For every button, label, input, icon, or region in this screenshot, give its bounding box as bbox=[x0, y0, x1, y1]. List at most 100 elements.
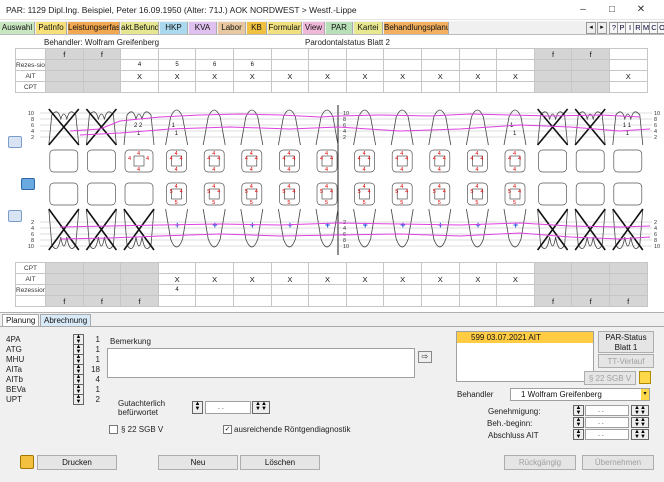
grid-cell[interactable]: X bbox=[157, 70, 197, 82]
grid-cell[interactable] bbox=[82, 262, 122, 274]
grid-cell[interactable] bbox=[458, 81, 498, 93]
counter-value[interactable]: 4 bbox=[95, 375, 100, 384]
tab-planung[interactable]: Planung bbox=[2, 314, 40, 326]
genehmigung-spinner[interactable]: ▲ ▼ bbox=[573, 405, 584, 416]
grid-cell[interactable] bbox=[270, 81, 310, 93]
grid-cell[interactable] bbox=[571, 262, 610, 274]
grid-cell[interactable]: X bbox=[120, 70, 159, 82]
grid-cell[interactable] bbox=[120, 273, 159, 285]
grid-cell[interactable] bbox=[420, 295, 460, 307]
grid-cell[interactable]: X bbox=[345, 70, 385, 82]
grid-cell[interactable]: X bbox=[420, 70, 460, 82]
grid-cell[interactable] bbox=[608, 48, 648, 60]
grid-cell[interactable] bbox=[195, 48, 234, 60]
grid-cell[interactable]: X bbox=[608, 70, 648, 82]
grid-cell[interactable] bbox=[82, 70, 122, 82]
grid-cell[interactable] bbox=[120, 284, 159, 296]
abschluss-date-input[interactable]: . . bbox=[585, 429, 629, 440]
grid-cell[interactable] bbox=[45, 262, 84, 274]
grid-cell[interactable] bbox=[82, 59, 122, 71]
counter-value[interactable]: 1 bbox=[95, 355, 100, 364]
grid-cell[interactable] bbox=[270, 284, 310, 296]
abschluss-spinner[interactable]: ▲ ▼ bbox=[573, 429, 584, 440]
grid-cell[interactable] bbox=[195, 81, 234, 93]
grid-cell[interactable] bbox=[533, 262, 573, 274]
gutachterlich-date-input[interactable]: . . bbox=[205, 401, 251, 414]
grid-cell[interactable]: X bbox=[383, 70, 422, 82]
grid-cell[interactable] bbox=[308, 295, 347, 307]
grid-cell[interactable]: f bbox=[533, 295, 573, 307]
bemerkung-textarea[interactable] bbox=[107, 348, 415, 378]
grid-cell[interactable] bbox=[270, 59, 310, 71]
minimize-button[interactable]: – bbox=[580, 4, 586, 15]
grid-cell[interactable] bbox=[383, 59, 422, 71]
tab-kartei[interactable]: Kartei bbox=[354, 22, 383, 34]
grid-cell[interactable]: 4 bbox=[120, 59, 159, 71]
grid-cell[interactable] bbox=[420, 81, 460, 93]
grid-cell[interactable] bbox=[308, 262, 347, 274]
behandler-select[interactable]: 1 Wolfram Greifenberg bbox=[510, 388, 650, 401]
grid-cell[interactable]: 6 bbox=[195, 59, 234, 71]
grid-cell[interactable] bbox=[458, 59, 498, 71]
grid-cell[interactable]: X bbox=[270, 70, 310, 82]
grid-cell[interactable] bbox=[157, 295, 197, 307]
grid-cell[interactable] bbox=[45, 59, 84, 71]
status-list-item[interactable]: 599 03.07.2021 AIT bbox=[457, 332, 593, 343]
grid-cell[interactable] bbox=[496, 262, 535, 274]
counter-value[interactable]: 1 bbox=[95, 385, 100, 394]
grid-cell[interactable] bbox=[157, 262, 197, 274]
uebernehmen-button[interactable]: Übernehmen bbox=[582, 455, 654, 470]
grid-cell[interactable] bbox=[458, 284, 498, 296]
grid-cell[interactable] bbox=[420, 262, 460, 274]
tab-abrechnung[interactable]: Abrechnung bbox=[40, 314, 92, 326]
grid-cell[interactable] bbox=[308, 48, 347, 60]
grid-cell[interactable] bbox=[420, 59, 460, 71]
grid-cell[interactable] bbox=[571, 70, 610, 82]
tab-par[interactable]: PAR bbox=[326, 22, 353, 34]
par22-checkbox[interactable] bbox=[109, 425, 118, 434]
grid-cell[interactable] bbox=[195, 262, 234, 274]
grid-cell[interactable] bbox=[82, 81, 122, 93]
grid-cell[interactable] bbox=[270, 48, 310, 60]
grid-cell[interactable]: X bbox=[270, 273, 310, 285]
counter-value[interactable]: 1 bbox=[95, 335, 100, 344]
grid-cell[interactable] bbox=[45, 81, 84, 93]
transfer-arrow-button[interactable]: ⇨ bbox=[418, 351, 432, 363]
grid-cell[interactable] bbox=[496, 48, 535, 60]
grid-cell[interactable] bbox=[120, 262, 159, 274]
grid-cell[interactable]: f bbox=[571, 295, 610, 307]
grid-cell[interactable] bbox=[45, 273, 84, 285]
tab-labor[interactable]: Labor bbox=[218, 22, 246, 34]
grid-cell[interactable] bbox=[571, 81, 610, 93]
grid-cell[interactable] bbox=[571, 273, 610, 285]
tooth-view-icon[interactable] bbox=[21, 178, 35, 190]
grid-cell[interactable] bbox=[308, 81, 347, 93]
tab-scroll-right-button[interactable]: ▸ bbox=[597, 22, 607, 34]
grid-cell[interactable] bbox=[496, 81, 535, 93]
grid-cell[interactable] bbox=[533, 273, 573, 285]
tab-leistungserfassung[interactable]: Leistungserfassung bbox=[68, 22, 120, 34]
par-status-button[interactable]: PAR-Status Blatt 1 bbox=[598, 331, 654, 353]
tab-kb[interactable]: KB bbox=[247, 22, 267, 34]
grid-cell[interactable]: 6 bbox=[232, 59, 272, 71]
grid-cell[interactable]: X bbox=[232, 70, 272, 82]
grid-cell[interactable] bbox=[270, 295, 310, 307]
grid-cell[interactable]: X bbox=[383, 273, 422, 285]
probe-tool-icon[interactable] bbox=[8, 136, 22, 148]
grid-cell[interactable] bbox=[608, 81, 648, 93]
grid-cell[interactable] bbox=[571, 59, 610, 71]
counter-value[interactable]: 1 bbox=[95, 345, 100, 354]
grid-cell[interactable] bbox=[195, 284, 234, 296]
grid-cell[interactable]: X bbox=[232, 273, 272, 285]
grid-cell[interactable]: X bbox=[458, 273, 498, 285]
grid-cell[interactable] bbox=[420, 284, 460, 296]
beh-beginn-date-spinner[interactable]: ▲▲ ▼▼ bbox=[631, 417, 649, 428]
grid-cell[interactable] bbox=[345, 81, 385, 93]
chevron-down-icon[interactable]: ▾ bbox=[641, 389, 649, 400]
tab-scroll-left-button[interactable]: ◂ bbox=[586, 22, 596, 34]
grid-cell[interactable]: X bbox=[420, 273, 460, 285]
close-button[interactable]: ✕ bbox=[636, 4, 646, 15]
grid-cell[interactable]: f bbox=[608, 295, 648, 307]
beh-beginn-spinner[interactable]: ▲ ▼ bbox=[573, 417, 584, 428]
grid-cell[interactable] bbox=[308, 284, 347, 296]
